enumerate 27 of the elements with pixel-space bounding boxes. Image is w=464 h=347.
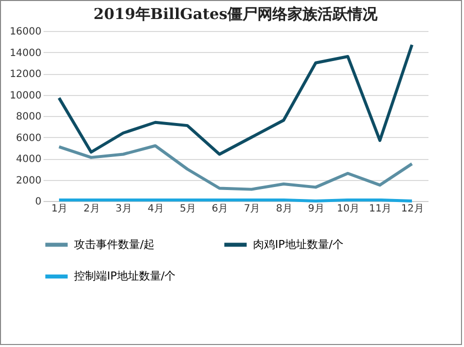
- x-tick-label: 9月: [308, 204, 324, 214]
- legend-label: 控制端IP地址数量/个: [74, 270, 176, 282]
- y-tick-label: 0: [35, 196, 42, 208]
- x-tick-label: 4月: [148, 204, 164, 214]
- legend-label: 肉鸡IP地址数量/个: [253, 238, 344, 251]
- x-tick-label: 6月: [212, 204, 228, 214]
- x-tick-label: 12月: [401, 204, 424, 214]
- x-tick-label: 1月: [51, 204, 68, 214]
- chart-title: 2019年BillGates僵尸网络家族活跃情况: [94, 5, 378, 23]
- y-tick-label: 12000: [10, 69, 42, 80]
- x-tick-label: 10月: [336, 204, 360, 214]
- y-tick-label: 16000: [10, 26, 42, 38]
- y-tick-label: 6000: [16, 132, 42, 144]
- x-tick-label: 2月: [83, 204, 100, 214]
- x-tick-label: 7月: [244, 204, 260, 214]
- y-tick-label: 10000: [10, 90, 42, 102]
- line-series: [58, 144, 414, 191]
- x-tick-label: 3月: [116, 204, 132, 214]
- y-tick-label: 2000: [16, 175, 42, 186]
- y-tick-label: 14000: [10, 48, 42, 59]
- x-tick-label: 5月: [180, 204, 196, 214]
- line-series: [58, 43, 414, 156]
- x-tick-label: 8月: [276, 204, 292, 214]
- legend-label: 攻击事件数量/起: [74, 238, 155, 251]
- x-tick-label: 11月: [369, 204, 392, 214]
- y-tick-label: 4000: [16, 154, 42, 165]
- y-tick-label: 8000: [16, 112, 42, 122]
